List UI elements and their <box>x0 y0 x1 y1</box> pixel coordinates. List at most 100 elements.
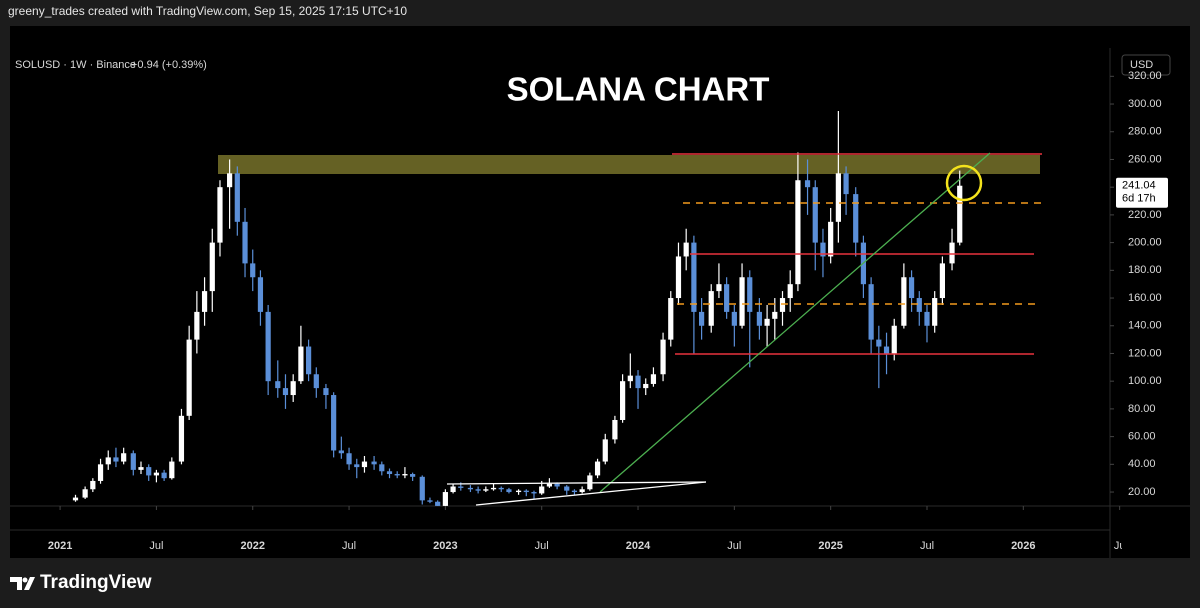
candle-body <box>908 277 915 299</box>
x-tick-label: Jul <box>920 540 934 552</box>
logo-icon <box>10 577 35 590</box>
candle-body <box>724 284 730 312</box>
candle-body <box>772 311 778 319</box>
candle-body <box>564 486 570 491</box>
x-tick-label: Jul <box>149 540 163 552</box>
y-tick-label: 40.00 <box>1128 458 1156 470</box>
x-tick-label: Ju <box>1114 540 1126 552</box>
candle-body <box>467 487 474 490</box>
candle-body <box>402 474 408 476</box>
candle-body <box>579 489 585 493</box>
y-tick-label: 80.00 <box>1128 403 1156 415</box>
candle-body <box>442 492 448 506</box>
candle-body <box>787 284 793 299</box>
candle-body <box>539 486 545 494</box>
candle-body <box>331 395 337 451</box>
triangle-line <box>446 481 707 485</box>
currency-button[interactable] <box>1121 54 1171 76</box>
plot-area <box>72 110 1040 506</box>
y-tick-label: 300.00 <box>1128 98 1162 110</box>
y-tick-label: 260.00 <box>1128 153 1162 165</box>
candle-body <box>227 173 233 188</box>
logo <box>10 577 35 590</box>
candle-body <box>250 263 256 278</box>
candle-body <box>739 277 745 326</box>
resistance-zone <box>218 155 1040 174</box>
x-tick-label: 2023 <box>433 540 457 552</box>
change: +0.94 (+0.39%) <box>131 59 207 71</box>
candle-body <box>820 242 826 257</box>
candle-body <box>795 180 801 285</box>
candle-body <box>257 277 264 312</box>
candle-body <box>932 298 938 326</box>
currency[interactable]: USD <box>1130 59 1153 71</box>
y-tick-label: 280.00 <box>1128 126 1162 138</box>
candle-body <box>338 450 344 454</box>
candle-body <box>612 419 618 440</box>
candle-body <box>853 194 859 243</box>
candle-body <box>883 346 890 354</box>
countdown: 6d 17h <box>1122 193 1156 205</box>
candle-body <box>82 489 88 498</box>
candle-body <box>627 375 633 382</box>
annotations <box>446 152 1044 506</box>
candle-body <box>523 490 529 493</box>
candle-body <box>427 500 433 502</box>
candle-body <box>868 284 874 340</box>
candle-body <box>635 375 641 389</box>
chart-title: SOLANA CHART <box>507 71 770 108</box>
candle-body <box>305 346 312 375</box>
candle-body <box>371 461 377 465</box>
candle-body <box>764 318 770 326</box>
y-tick-label: 140.00 <box>1128 320 1162 332</box>
candle-body <box>186 339 192 416</box>
candle-body <box>90 480 96 490</box>
candle-body <box>242 221 248 264</box>
candle-body <box>843 173 849 195</box>
y-tick-label: 200.00 <box>1128 237 1162 249</box>
x-tick-label: Jul <box>535 540 549 552</box>
candle-body <box>483 489 489 491</box>
candle-body <box>683 242 689 257</box>
candle-body <box>756 311 762 326</box>
y-tick-label: 120.00 <box>1128 347 1162 359</box>
y-tick-label: 220.00 <box>1128 209 1162 221</box>
candle-body <box>450 486 456 493</box>
candle-body <box>660 339 666 375</box>
y-tick-label: 60.00 <box>1128 431 1156 443</box>
y-tick-label: 20.00 <box>1128 486 1156 498</box>
candle-body <box>394 474 400 476</box>
candle-body <box>812 187 818 243</box>
candle-body <box>435 501 441 506</box>
x-tick-label: Jul <box>727 540 741 552</box>
candle-body <box>138 467 144 470</box>
candle-body <box>161 472 167 479</box>
candle-body <box>275 381 281 389</box>
logo-icon <box>22 577 28 583</box>
x-tick-label: 2024 <box>626 540 651 552</box>
candle-body <box>650 374 657 384</box>
candle-body <box>490 487 497 490</box>
candle-body <box>691 242 697 312</box>
candle-body <box>169 461 175 479</box>
candle-body <box>121 453 127 462</box>
candle-body <box>939 263 945 299</box>
candle-body <box>779 298 786 312</box>
candle-body <box>146 467 152 476</box>
candle-body <box>602 439 608 462</box>
candle-body <box>458 486 464 488</box>
candle-body <box>916 298 922 312</box>
candle-body <box>346 453 352 465</box>
candle-body <box>804 180 811 188</box>
candle-body <box>708 291 714 326</box>
candle-body <box>571 490 578 493</box>
time-axis: 2021 Jul 2022 Jul 2023 Jul 2024 Jul 2025 Jul 2026 J… <box>48 506 1126 552</box>
candle-body <box>698 311 705 326</box>
candle-body <box>386 471 393 475</box>
last-price: 241.04 <box>1122 180 1156 192</box>
candle-body <box>876 339 882 347</box>
candle-body <box>323 388 329 396</box>
candle-body <box>594 461 601 476</box>
